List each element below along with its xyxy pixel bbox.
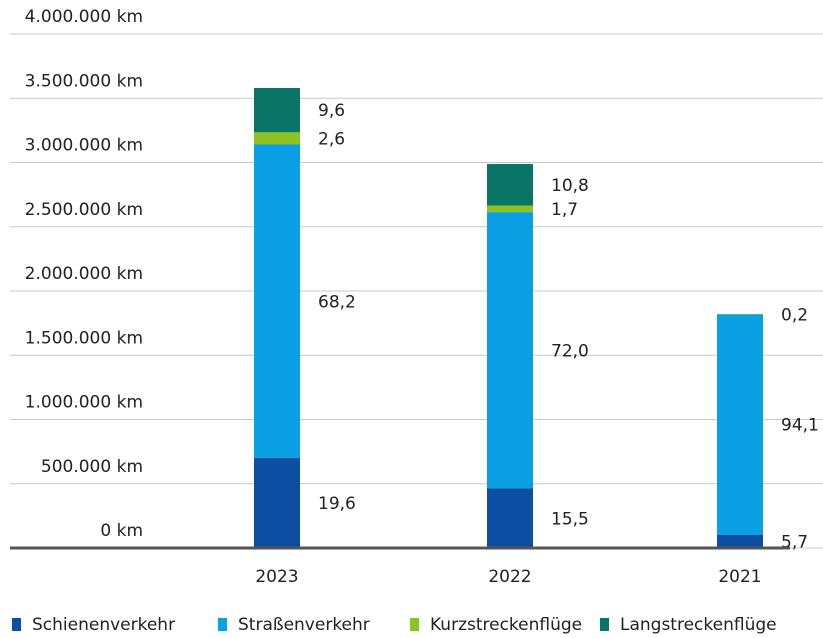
legend-swatch (600, 618, 609, 631)
y-tick-label: 3.000.000 km (25, 136, 143, 156)
bar-segment (487, 488, 533, 548)
x-tick-label: 2023 (255, 567, 298, 587)
legend-label: Kurzstreckenflüge (430, 615, 582, 635)
share-label: 15,5 (551, 509, 589, 529)
bar-segment (254, 458, 300, 548)
share-label: 0,2 (781, 305, 808, 325)
legend-label: Straßenverkehr (238, 615, 370, 635)
y-tick-label: 2.500.000 km (25, 200, 143, 220)
y-tick-label: 1.500.000 km (25, 328, 143, 348)
bar-segment (254, 132, 300, 145)
y-tick-label: 4.000.000 km (25, 7, 143, 27)
y-tick-label: 500.000 km (41, 457, 143, 477)
y-tick-label: 1.000.000 km (25, 393, 143, 413)
y-tick-label: 2.000.000 km (25, 264, 143, 284)
legend-swatch (12, 618, 21, 631)
bar-segment (254, 87, 300, 133)
legend-label: Langstreckenflüge (620, 615, 777, 635)
share-label: 9,6 (318, 101, 345, 121)
bar-segment (487, 164, 533, 206)
legend-swatch (218, 618, 227, 631)
share-label: 10,8 (551, 176, 589, 196)
bar-segment (487, 212, 533, 489)
y-tick-label: 3.500.000 km (25, 71, 143, 91)
share-label: 2,6 (318, 129, 345, 149)
legend-swatch (410, 618, 419, 631)
bar-segment (717, 314, 763, 535)
y-tick-label: 0 km (100, 521, 143, 541)
x-tick-label: 2021 (718, 567, 761, 587)
bar-segment (254, 144, 300, 459)
legend-label: Schienenverkehr (32, 615, 175, 635)
share-label: 68,2 (318, 292, 356, 312)
bar-segment (717, 314, 763, 315)
share-label: 1,7 (551, 200, 578, 220)
share-label: 94,1 (781, 416, 819, 436)
x-tick-label: 2022 (488, 567, 531, 587)
share-label: 19,6 (318, 494, 356, 514)
bar-segment (717, 534, 763, 548)
share-label: 72,0 (551, 341, 589, 361)
bar-segment (487, 205, 533, 213)
